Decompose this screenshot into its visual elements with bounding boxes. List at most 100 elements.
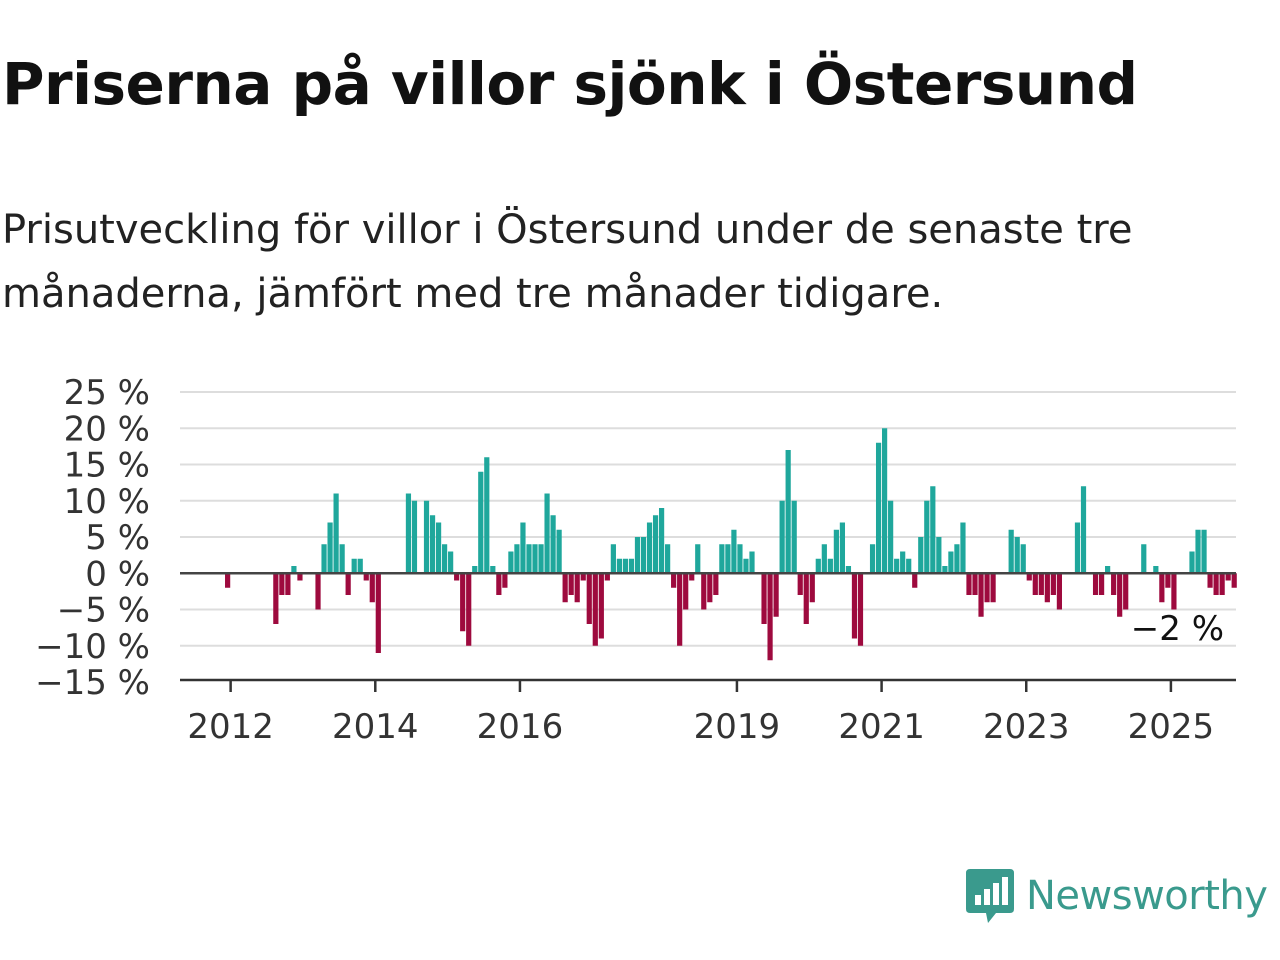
- bar: [351, 558, 357, 574]
- bar: [484, 457, 490, 574]
- bar: [1165, 573, 1171, 588]
- bar: [785, 450, 791, 574]
- bar: [1123, 573, 1129, 610]
- bar: [966, 573, 972, 595]
- bar: [574, 573, 580, 603]
- bar: [1098, 573, 1105, 595]
- bar: [713, 573, 719, 595]
- bar: [803, 573, 809, 624]
- bar: [568, 573, 574, 595]
- bar: [942, 566, 948, 574]
- bar: [809, 573, 815, 603]
- bar: [725, 544, 731, 574]
- bar: [472, 566, 478, 574]
- bar: [761, 573, 767, 624]
- bar: [652, 515, 659, 574]
- y-tick-label: 10 %: [64, 482, 150, 522]
- bar: [737, 544, 743, 574]
- chart-title: Priserna på villor sjönk i Östersund: [2, 50, 1138, 118]
- bar: [1026, 573, 1032, 581]
- bar: [297, 573, 303, 581]
- x-tick-label: 2016: [477, 707, 564, 747]
- bar: [701, 573, 707, 610]
- bar: [562, 573, 568, 603]
- bar: [689, 573, 695, 581]
- y-tick-label: 25 %: [64, 373, 150, 413]
- bar: [1207, 573, 1213, 588]
- bar: [628, 558, 635, 574]
- bar: [622, 558, 629, 574]
- bar: [502, 573, 508, 588]
- bar: [779, 500, 785, 574]
- bar: [869, 544, 876, 574]
- bar: [508, 551, 514, 574]
- bar: [658, 508, 665, 574]
- newsworthy-logo: Newsworthy: [964, 864, 1268, 928]
- bars: [225, 428, 1237, 661]
- bar: [604, 573, 610, 581]
- bar: [1038, 573, 1044, 595]
- bar: [333, 493, 339, 574]
- bar: [677, 573, 683, 646]
- bar: [357, 558, 363, 574]
- bar: [1141, 544, 1147, 574]
- bar: [954, 544, 960, 574]
- bar-chart: 25 %20 %15 %10 %5 %0 %−5 %−10 %−15 % 201…: [35, 373, 1237, 747]
- bar: [906, 558, 912, 574]
- bar: [749, 551, 755, 574]
- x-tick-label: 2023: [983, 707, 1070, 747]
- bar: [821, 544, 827, 574]
- bar: [1014, 537, 1020, 574]
- bar: [339, 544, 345, 574]
- bar: [429, 515, 436, 574]
- bar: [363, 573, 369, 581]
- grid-lines: [180, 391, 1236, 647]
- bar: [1074, 522, 1081, 574]
- bar: [369, 573, 375, 603]
- y-tick-label: 20 %: [64, 409, 150, 449]
- bar: [279, 573, 285, 595]
- bar: [345, 573, 351, 595]
- bar: [580, 573, 586, 581]
- x-tick-label: 2014: [332, 707, 419, 747]
- bar: [321, 544, 327, 574]
- bar: [514, 544, 520, 574]
- bar: [683, 573, 689, 610]
- bar: [460, 573, 466, 632]
- brand-name: Newsworthy: [1026, 873, 1268, 919]
- bar: [888, 500, 894, 574]
- bar: [315, 573, 321, 610]
- bar: [1008, 529, 1014, 574]
- bar: [984, 573, 990, 603]
- x-axis-ticks: 2012 2014 2016 2019 2021 2023 2025: [187, 680, 1214, 747]
- bar: [435, 522, 442, 574]
- bar: [423, 500, 430, 574]
- bar: [731, 529, 737, 574]
- bar: [791, 500, 797, 574]
- bar: [978, 573, 984, 617]
- bar: [936, 537, 942, 574]
- bar: [833, 529, 839, 574]
- bar: [960, 522, 966, 574]
- bar: [1201, 529, 1207, 574]
- y-tick-label: 5 %: [85, 518, 150, 558]
- bar: [646, 522, 653, 574]
- bar: [526, 544, 532, 574]
- x-tick-label: 2025: [1128, 707, 1215, 747]
- bar: [1159, 573, 1165, 603]
- bar: [496, 573, 502, 595]
- bar: [1080, 486, 1087, 574]
- bar: [1117, 573, 1123, 617]
- bar: [598, 573, 604, 639]
- bar: [640, 537, 647, 574]
- bar: [1020, 544, 1026, 574]
- bar: [875, 442, 882, 574]
- bar: [894, 558, 900, 574]
- bar: [1105, 566, 1111, 574]
- y-tick-label: −5 %: [57, 591, 150, 631]
- bar: [634, 537, 641, 574]
- x-tick-label: 2019: [694, 707, 781, 747]
- bar: [972, 573, 978, 595]
- bar: [815, 558, 821, 574]
- bar: [327, 522, 333, 574]
